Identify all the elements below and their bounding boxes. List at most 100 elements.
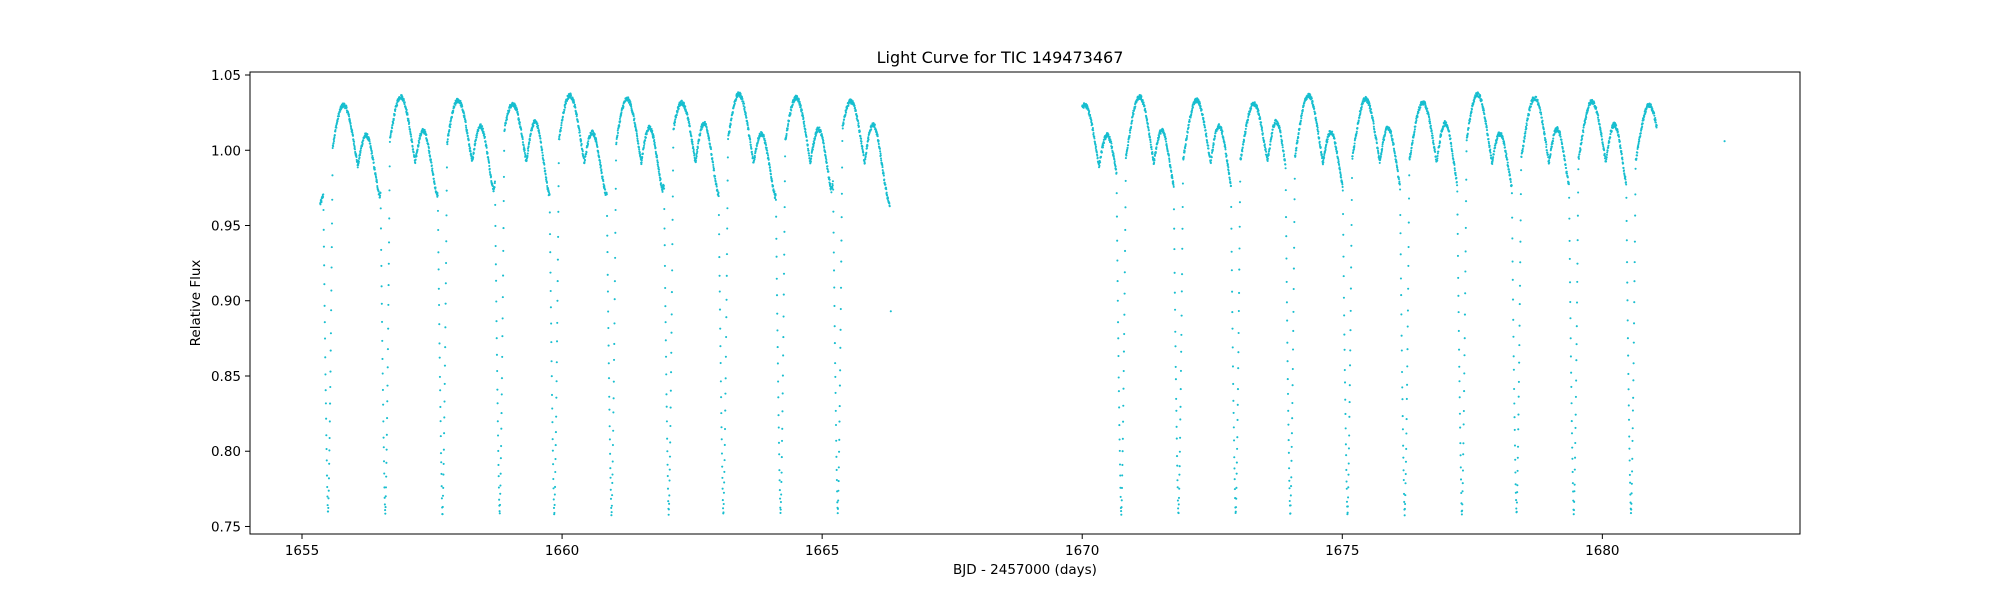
data-point — [462, 112, 466, 115]
data-point — [1576, 262, 1579, 265]
data-point — [1584, 121, 1587, 124]
data-point — [1135, 101, 1138, 104]
data-point — [670, 351, 673, 354]
data-point — [1512, 368, 1515, 371]
data-point — [1461, 490, 1464, 493]
data-point — [768, 164, 771, 167]
data-point — [1343, 314, 1346, 317]
data-point — [807, 152, 810, 155]
data-point — [562, 110, 566, 114]
data-point — [1125, 152, 1128, 155]
data-point — [1597, 118, 1600, 122]
data-point — [1258, 114, 1261, 117]
data-point — [706, 129, 709, 133]
data-point — [1315, 118, 1318, 121]
data-point — [733, 102, 736, 105]
data-point — [780, 471, 783, 474]
data-point — [1179, 405, 1182, 408]
data-point — [1235, 486, 1238, 489]
data-point — [723, 428, 727, 431]
data-point — [1088, 110, 1091, 113]
data-point — [1559, 133, 1562, 136]
data-point — [1188, 120, 1191, 123]
data-point — [781, 410, 784, 413]
data-point — [444, 346, 447, 349]
data-point — [1238, 225, 1241, 228]
data-point — [1246, 118, 1250, 121]
data-point — [1263, 139, 1266, 143]
data-point — [719, 327, 722, 330]
data-point — [704, 123, 708, 126]
data-point — [387, 303, 390, 306]
data-point — [1232, 411, 1235, 414]
data-point — [550, 375, 553, 378]
data-point — [409, 133, 412, 136]
data-point — [1291, 402, 1294, 405]
data-point — [1448, 134, 1451, 137]
data-point — [360, 147, 363, 150]
data-point — [474, 138, 478, 141]
data-point — [612, 397, 615, 400]
data-point — [1116, 239, 1119, 242]
data-point — [1353, 145, 1356, 148]
data-point — [772, 184, 775, 187]
data-point — [446, 138, 449, 141]
data-point — [1402, 444, 1405, 447]
data-point — [386, 417, 389, 420]
data-point — [1257, 109, 1260, 112]
data-point — [1103, 141, 1106, 145]
data-point — [438, 375, 441, 378]
data-point — [709, 148, 713, 151]
data-point — [1120, 506, 1123, 509]
data-point — [1513, 402, 1516, 405]
data-point — [490, 175, 493, 178]
data-point — [560, 121, 563, 125]
data-point — [540, 141, 543, 144]
data-point — [1286, 341, 1289, 344]
data-point — [1489, 148, 1492, 151]
data-point — [472, 152, 475, 155]
data-point — [1176, 479, 1179, 482]
data-point — [1439, 141, 1442, 144]
data-point — [1563, 155, 1566, 158]
data-point — [576, 120, 580, 123]
data-point — [604, 188, 607, 191]
data-point — [1577, 157, 1581, 160]
data-point — [1451, 152, 1454, 155]
data-point — [839, 369, 842, 372]
data-point — [432, 177, 435, 180]
data-point — [327, 506, 330, 509]
data-point — [325, 434, 328, 437]
data-point — [601, 175, 604, 178]
data-point — [1438, 144, 1441, 148]
data-point — [688, 125, 691, 128]
data-point — [466, 134, 469, 137]
data-point — [838, 438, 841, 441]
data-point — [762, 135, 765, 138]
data-point — [1500, 132, 1503, 135]
data-point — [615, 137, 618, 141]
data-point — [642, 146, 645, 149]
data-point — [1569, 300, 1572, 304]
data-point — [484, 140, 487, 143]
data-point — [1210, 159, 1213, 162]
data-point — [1458, 412, 1461, 415]
data-point — [1325, 143, 1328, 146]
data-point — [1227, 169, 1230, 172]
data-point — [1351, 157, 1354, 160]
data-point — [437, 251, 440, 254]
data-point — [1344, 412, 1347, 416]
data-point — [616, 131, 620, 135]
data-point — [1117, 376, 1120, 379]
data-point — [328, 449, 331, 452]
data-point — [1191, 106, 1195, 109]
data-point — [1470, 108, 1473, 111]
data-point — [1184, 147, 1187, 150]
data-point — [446, 143, 449, 146]
data-point — [1576, 214, 1579, 217]
data-point — [1370, 114, 1373, 117]
data-point — [1378, 161, 1381, 164]
data-point — [843, 118, 846, 121]
data-point — [1232, 439, 1236, 442]
data-point — [382, 420, 385, 423]
